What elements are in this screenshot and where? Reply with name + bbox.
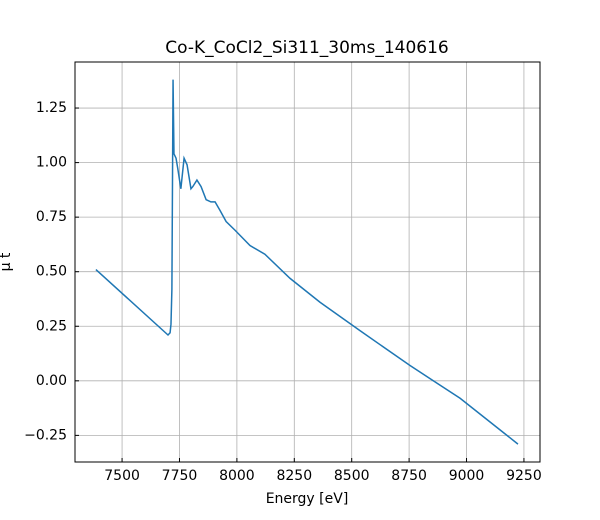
- y-tick-label: 1.25: [36, 100, 67, 116]
- x-tick-label: 7500: [104, 468, 140, 484]
- y-tick-label: 0.50: [36, 264, 67, 280]
- x-tick-label: 8250: [276, 468, 312, 484]
- y-axis-label: μ t: [0, 252, 14, 271]
- x-tick-label: 8000: [219, 468, 255, 484]
- x-tick-label: 8750: [391, 468, 427, 484]
- y-tick-label: 0.25: [36, 318, 67, 334]
- y-tick-label: −0.25: [24, 427, 67, 443]
- data-line: [95, 79, 519, 445]
- chart-title: Co-K_CoCl2_Si311_30ms_140616: [165, 38, 448, 58]
- y-tick-label: 0.75: [36, 209, 67, 225]
- x-tick-label: 8500: [334, 468, 370, 484]
- x-tick-label: 9250: [506, 468, 542, 484]
- x-tick-label: 9000: [449, 468, 485, 484]
- y-tick-label: 0.00: [36, 373, 67, 389]
- x-tick-label: 7750: [162, 468, 198, 484]
- x-axis-label: Energy [eV]: [266, 491, 349, 507]
- axes-frame: [74, 61, 541, 463]
- y-tick-label: 1.00: [36, 155, 67, 171]
